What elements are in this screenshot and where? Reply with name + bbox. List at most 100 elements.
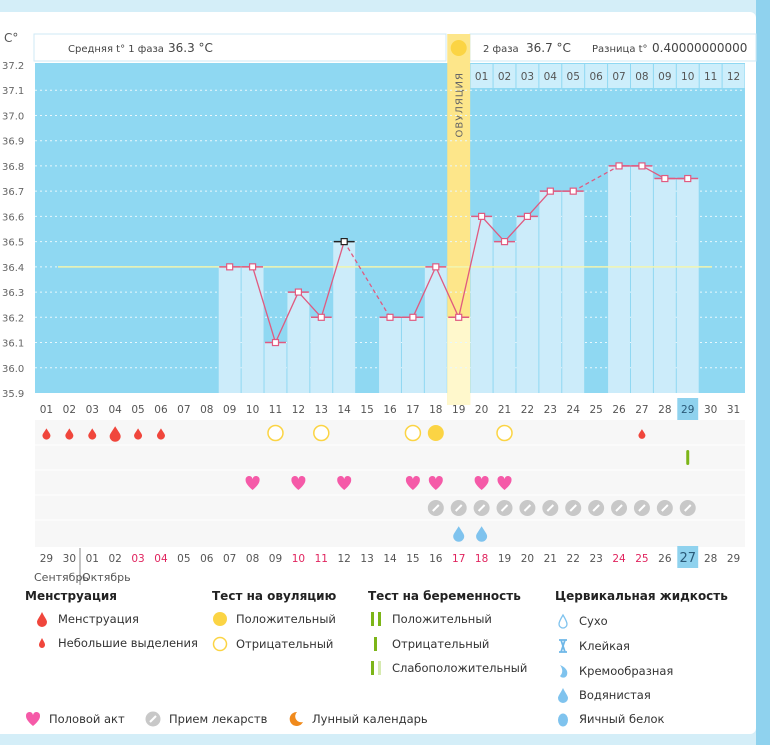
scrollbar[interactable] bbox=[756, 0, 770, 745]
calendar-date-label: 15 bbox=[406, 553, 419, 565]
cycle-day-label: 22 bbox=[521, 404, 534, 416]
legend-label: Отрицательный bbox=[236, 637, 334, 651]
legend-pregtest-negative: Отрицательный bbox=[368, 636, 489, 652]
legend-title-ovtest: Тест на овуляцию bbox=[212, 589, 337, 603]
y-tick-label: 36.0 bbox=[2, 364, 24, 375]
cycle-day-label: 03 bbox=[86, 404, 99, 416]
blood-drop-icon bbox=[134, 428, 143, 440]
temperature-bar bbox=[470, 216, 493, 393]
diff-value: 0.40000000000 bbox=[652, 41, 747, 55]
legend-label: Небольшие выделения bbox=[58, 636, 198, 650]
legend-ovtest-positive: Положительный bbox=[212, 611, 336, 627]
calendar-date-label: 21 bbox=[544, 553, 557, 565]
blood-drop-icon bbox=[42, 428, 51, 440]
phase2-day-label: 01 bbox=[475, 71, 488, 83]
temperature-point bbox=[294, 288, 302, 296]
temperature-point bbox=[317, 313, 325, 321]
weak-bar-icon bbox=[368, 660, 384, 676]
cycle-day-label: 30 bbox=[704, 404, 717, 416]
ovulation-column bbox=[447, 34, 471, 405]
temperature-bar bbox=[287, 292, 310, 393]
cycle-day-label: 05 bbox=[131, 404, 144, 416]
temperature-point bbox=[248, 263, 257, 271]
legend-label: Сухо bbox=[579, 614, 608, 628]
calendar-date-label: 23 bbox=[589, 553, 602, 565]
temperature-line bbox=[274, 291, 299, 343]
heart-icon bbox=[291, 475, 306, 490]
pill-stripe bbox=[523, 504, 532, 512]
pill-stripe bbox=[615, 504, 623, 512]
temperature-point bbox=[661, 174, 669, 183]
legend-label: Прием лекарств bbox=[169, 712, 268, 726]
legend-label: Положительный bbox=[392, 612, 492, 626]
moon-icon bbox=[288, 711, 304, 727]
pill-stripe bbox=[477, 504, 486, 512]
temperature-line bbox=[458, 216, 483, 318]
calendar-date-label: 16 bbox=[429, 553, 443, 565]
phase1-label: Средняя t° 1 фаза bbox=[68, 44, 164, 55]
y-tick-label: 36.2 bbox=[2, 313, 24, 324]
phase2-value: 36.7 °C bbox=[526, 41, 571, 55]
phase2-day-label: 03 bbox=[521, 71, 534, 83]
temperature-bar bbox=[424, 266, 447, 393]
today-marker-top bbox=[677, 398, 699, 420]
diff-label: Разница t° bbox=[592, 44, 648, 55]
legend-label: Яичный белок bbox=[579, 712, 665, 726]
temperature-bar bbox=[493, 241, 516, 393]
legend-label: Клейкая bbox=[579, 639, 630, 653]
temperature-bar bbox=[653, 178, 676, 393]
ovulation-test-negative-icon bbox=[313, 424, 330, 442]
single-bar-icon bbox=[368, 636, 384, 652]
temperature-point bbox=[409, 313, 417, 321]
calendar-date-label: 18 bbox=[475, 553, 488, 565]
heart-icon bbox=[25, 711, 41, 727]
pill-stripe bbox=[684, 504, 692, 512]
temperature-line bbox=[526, 190, 551, 217]
pregnancy-test-negative-icon bbox=[686, 450, 690, 465]
blood-drop-icon bbox=[34, 611, 50, 627]
calendar-date-label: 06 bbox=[200, 553, 214, 565]
temperature-point bbox=[386, 313, 394, 321]
legend-ovtest-negative: Отрицательный bbox=[212, 636, 333, 652]
calendar-date-label: 05 bbox=[177, 553, 190, 565]
temperature-bar bbox=[630, 165, 653, 393]
phase2-day-label: 05 bbox=[567, 71, 580, 83]
filled-circle-icon bbox=[212, 611, 228, 627]
pill-stripe bbox=[592, 504, 600, 512]
calendar-date-label: 07 bbox=[223, 553, 236, 565]
legend-sticky: Клейкая bbox=[555, 638, 630, 654]
empty-circle-icon bbox=[212, 636, 228, 652]
legend-watery: Водянистая bbox=[555, 687, 651, 703]
calendar-date-label: 09 bbox=[269, 553, 282, 565]
pill-stripe bbox=[455, 504, 463, 512]
egg-white-icon bbox=[555, 711, 571, 727]
legend-title-cervical: Цервикальная жидкость bbox=[555, 589, 728, 603]
cycle-day-label: 17 bbox=[406, 404, 419, 416]
legend-medication: Прием лекарств bbox=[145, 711, 267, 727]
calendar-date-label: 10 bbox=[292, 553, 305, 565]
temperature-point bbox=[684, 174, 692, 183]
ovulation-bar bbox=[447, 317, 471, 405]
cycle-day-label: 15 bbox=[360, 404, 373, 416]
temperature-bar bbox=[676, 178, 699, 393]
phase2-day-label: 02 bbox=[498, 71, 511, 83]
temperature-line-dashed bbox=[343, 241, 391, 318]
heart-icon bbox=[245, 475, 260, 490]
cycle-day-label: 21 bbox=[498, 404, 511, 416]
symptom-rows bbox=[35, 420, 745, 547]
ovulation-test-negative-icon bbox=[404, 424, 422, 442]
heart-icon bbox=[497, 475, 512, 490]
y-tick-label: 36.1 bbox=[2, 339, 24, 350]
cycle-day-label: 29 bbox=[681, 404, 694, 416]
egg-white-icon bbox=[453, 526, 465, 542]
legend-spotting: Небольшие выделения bbox=[34, 636, 198, 650]
phase2-day-cell bbox=[470, 64, 493, 88]
temperature-bar bbox=[608, 165, 630, 393]
calendar-date-label: 04 bbox=[154, 553, 168, 565]
heart-icon bbox=[405, 475, 420, 490]
cycle-day-label: 25 bbox=[589, 404, 602, 416]
temperature-bar bbox=[401, 317, 424, 393]
y-axis-label: C° bbox=[4, 31, 18, 45]
heart-icon bbox=[428, 475, 443, 490]
calendar-date-label: 14 bbox=[383, 553, 397, 565]
